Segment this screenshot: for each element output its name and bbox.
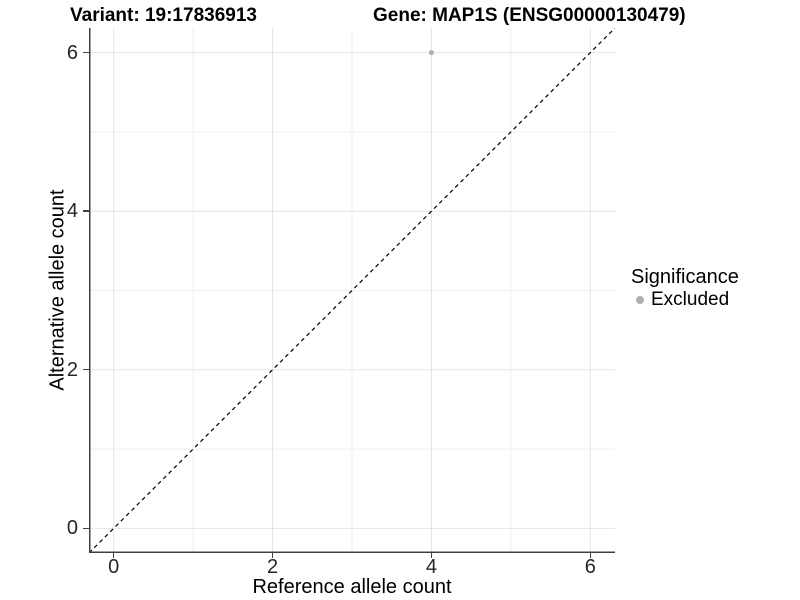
data-point [428,49,435,56]
x-tick-label: 2 [266,556,279,578]
x-tick-mark [271,553,274,558]
legend-item-excluded: Excluded [631,289,799,311]
y-tick-mark [83,527,89,530]
x-tick-label: 6 [584,556,596,578]
y-tick-label: 6 [66,41,78,64]
x-tick-mark [112,553,115,558]
legend-key [631,291,649,309]
x-tick-label: 4 [425,556,438,578]
x-tick-mark [589,553,592,558]
y-tick-mark [83,369,89,371]
excluded-point-icon [636,296,644,304]
x-tick-label: 0 [108,556,120,578]
identity-dashed-line [89,28,615,553]
y-tick-label: 4 [66,200,78,223]
y-tick-label: 0 [66,517,78,540]
y-tick-mark [83,51,89,54]
legend: Significance Excluded [631,266,799,311]
y-tick-mark [83,210,89,212]
legend-title: Significance [631,266,739,288]
x-tick-mark [430,553,433,558]
variant-title: Variant: 19:17836913 [70,5,257,26]
plot-panel [89,28,615,553]
gene-title: Gene: MAP1S (ENSG00000130479) [373,5,686,26]
y-tick-label: 2 [66,358,78,381]
plot-svg [89,28,615,553]
legend-item-label: Excluded [651,289,730,310]
x-axis-title: Reference allele count [252,576,452,598]
